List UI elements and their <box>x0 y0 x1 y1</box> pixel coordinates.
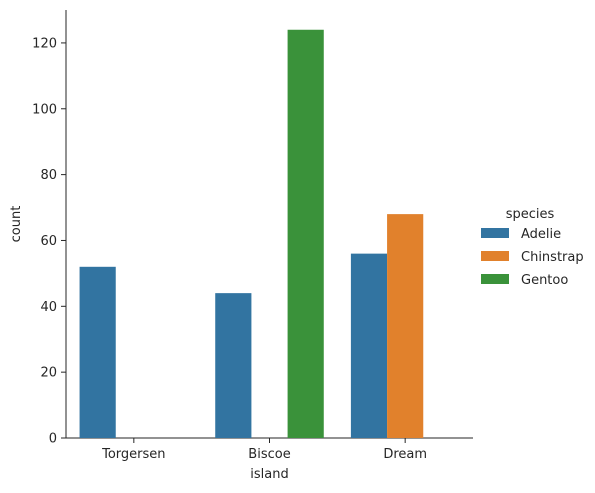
legend-title: species <box>506 207 555 222</box>
y-tick-label: 120 <box>32 36 57 51</box>
y-tick-label: 40 <box>40 300 57 315</box>
x-axis-ticks: Torgersen Biscoe Dream <box>101 438 427 462</box>
y-tick-label: 60 <box>40 234 57 249</box>
y-tick-label: 100 <box>32 102 57 117</box>
legend-swatch-gentoo <box>481 274 509 284</box>
bar-chinstrap-dream <box>387 214 424 438</box>
legend-label-gentoo: Gentoo <box>521 273 568 288</box>
y-tick-label: 80 <box>40 168 57 183</box>
bar-adelie-dream <box>350 253 388 438</box>
x-tick-label: Torgersen <box>101 447 165 462</box>
y-tick-label: 20 <box>40 366 57 381</box>
bars <box>79 29 424 438</box>
bar-gentoo-biscoe <box>287 29 324 438</box>
y-axis-ticks: 0 20 40 60 80 100 120 <box>32 36 66 447</box>
legend: species Adelie Chinstrap Gentoo <box>481 207 584 288</box>
x-axis-label: island <box>250 467 288 482</box>
legend-label-chinstrap: Chinstrap <box>521 250 584 265</box>
bar-adelie-biscoe <box>215 293 252 438</box>
x-tick-label: Biscoe <box>248 447 290 462</box>
bar-adelie-torgersen <box>79 266 116 438</box>
axes: 0 20 40 60 80 100 120 Torgersen Biscoe Dream <box>32 10 473 462</box>
legend-swatch-adelie <box>481 228 509 238</box>
y-tick-label: 0 <box>49 432 57 447</box>
legend-label-adelie: Adelie <box>521 227 561 242</box>
y-axis-label: count <box>9 206 24 243</box>
legend-swatch-chinstrap <box>481 251 509 261</box>
x-tick-label: Dream <box>383 447 427 462</box>
legend-items: Adelie Chinstrap Gentoo <box>481 227 584 288</box>
